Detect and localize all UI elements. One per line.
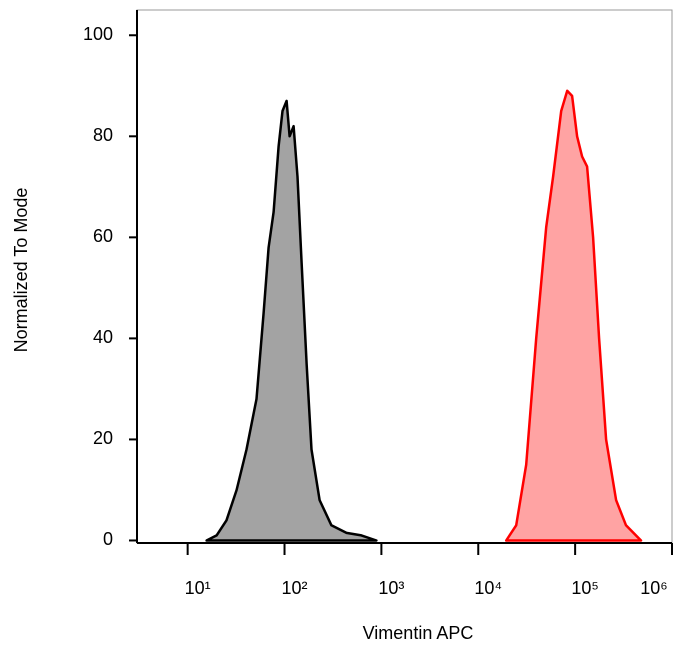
y-tick-label: 60 <box>93 226 113 246</box>
x-axis-label: Vimentin APC <box>363 623 474 643</box>
y-axis-label: Normalized To Mode <box>11 188 31 353</box>
y-tick-label: 0 <box>103 529 113 549</box>
x-tick-label: 10³ <box>378 578 404 598</box>
x-tick-label: 10⁴ <box>474 578 502 598</box>
y-tick-label: 40 <box>93 327 113 347</box>
histogram-area <box>504 89 643 542</box>
x-tick-label: 10⁶ <box>640 578 667 598</box>
x-tick-label: 10¹ <box>185 578 211 598</box>
x-tick-label: 10⁵ <box>571 578 598 598</box>
y-tick-label: 100 <box>83 24 113 44</box>
histogram-area <box>205 99 378 542</box>
x-tick-label: 10² <box>282 578 308 598</box>
y-tick-label: 20 <box>93 428 113 448</box>
y-tick-label: 80 <box>93 125 113 145</box>
